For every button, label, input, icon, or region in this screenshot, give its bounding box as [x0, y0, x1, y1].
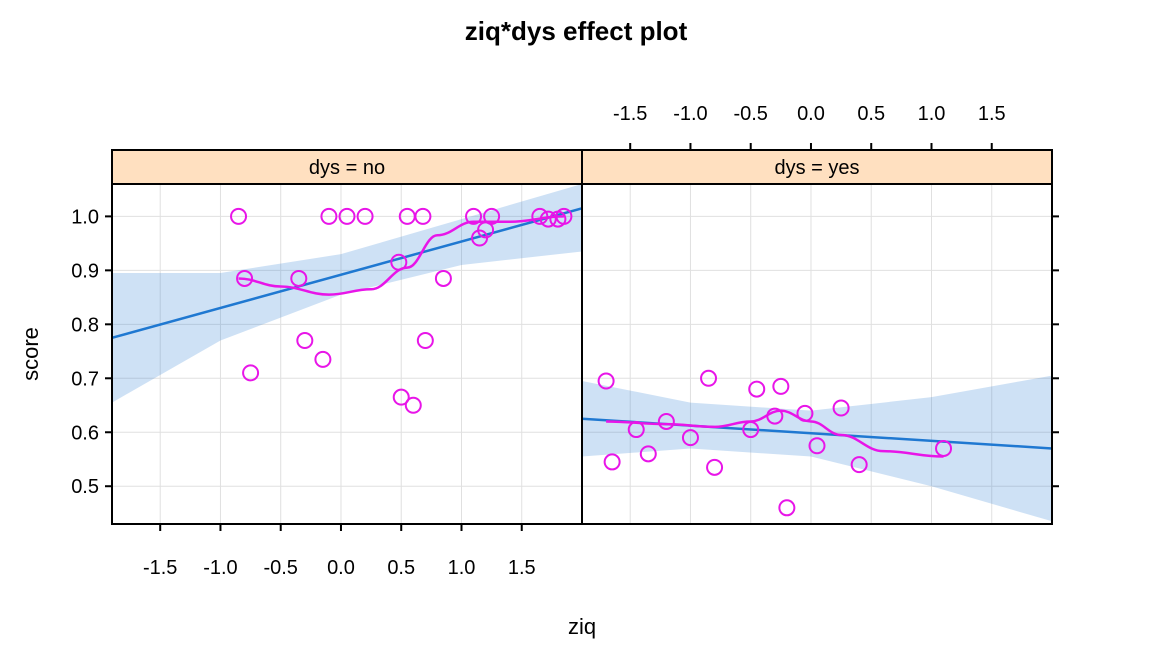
y-tick-label: 1.0 [71, 206, 99, 228]
chart-container: ziq*dys effect plot score ziq dys = no -1.5 -… [0, 0, 1152, 672]
panel-strip-label: dys = yes [774, 157, 859, 179]
panel-0: dys = no -1.5 -1.0 -0.5 0.0 0.5 1.0 1.5 [112, 150, 582, 579]
panel-strip-label: dys = no [309, 157, 385, 179]
y-tick-label: 0.9 [71, 260, 99, 282]
y-tick-label: 0.6 [71, 422, 99, 444]
y-tick-label: 0.8 [71, 314, 99, 336]
x-axis-label: ziq [568, 614, 596, 639]
x-tick-label: -0.5 [263, 557, 297, 579]
y-tick-label: 0.7 [71, 368, 99, 390]
y-axis-label: score [18, 327, 43, 381]
y-tick-label: 0.5 [71, 476, 99, 498]
x-tick-label: 1.0 [448, 557, 476, 579]
x-tick-label: -1.5 [143, 557, 177, 579]
x-tick-label: -1.0 [203, 557, 237, 579]
x-tick-label: 1.5 [508, 557, 536, 579]
x-tick-label: 1.5 [978, 103, 1006, 125]
panel-1: dys = yes -1.5 -1.0 -0.5 0.0 0.5 1.0 1.5 [582, 103, 1052, 524]
x-tick-label: 0.5 [387, 557, 415, 579]
chart-svg: ziq*dys effect plot score ziq dys = no -1.5 -… [0, 0, 1152, 672]
x-tick-label: 1.0 [918, 103, 946, 125]
x-tick-label: 0.5 [857, 103, 885, 125]
x-tick-label: 0.0 [797, 103, 825, 125]
x-tick-label: -0.5 [733, 103, 767, 125]
x-tick-label: 0.0 [327, 557, 355, 579]
x-tick-label: -1.5 [613, 103, 647, 125]
chart-title: ziq*dys effect plot [465, 16, 688, 46]
x-tick-label: -1.0 [673, 103, 707, 125]
